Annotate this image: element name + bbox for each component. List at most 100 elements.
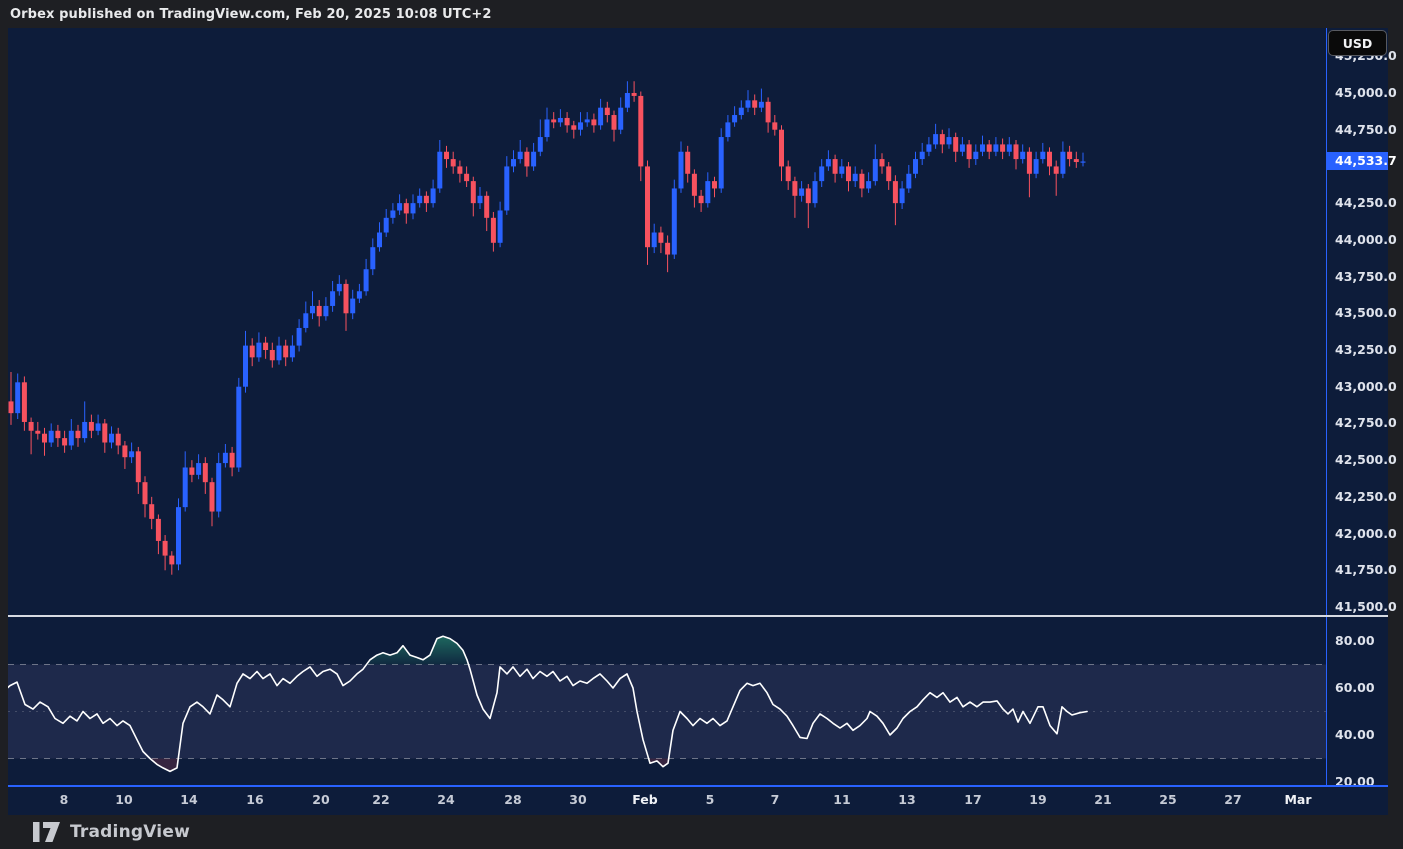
price-tick-label: 45,000.0 xyxy=(1335,85,1397,100)
chart-area[interactable]: 44,533.7 45,250.045,000.044,750.044,250.… xyxy=(8,28,1397,815)
candle xyxy=(973,151,979,160)
candle xyxy=(899,188,905,204)
candle xyxy=(658,232,664,243)
time-tick-label: 30 xyxy=(569,792,587,807)
price-tick-label: 42,750.0 xyxy=(1335,415,1397,431)
candle xyxy=(135,451,141,483)
candle xyxy=(129,451,135,458)
candle xyxy=(557,117,563,123)
candle xyxy=(825,159,831,167)
candle xyxy=(410,203,416,214)
candle xyxy=(236,386,242,468)
candle xyxy=(799,188,805,196)
time-axis-border xyxy=(8,785,1388,787)
candle xyxy=(263,342,269,350)
candle xyxy=(685,151,691,174)
candle xyxy=(216,463,222,512)
candle xyxy=(524,151,530,167)
tradingview-logo-icon[interactable] xyxy=(33,822,60,842)
candle xyxy=(511,159,516,167)
candle xyxy=(423,195,429,204)
pane-separator[interactable] xyxy=(8,615,1388,617)
price-tick-label: 43,250.0 xyxy=(1335,342,1397,357)
candle xyxy=(403,203,409,214)
candle xyxy=(490,217,496,243)
candle xyxy=(397,203,403,211)
candlestick-and-rsi-plot[interactable] xyxy=(8,28,1326,785)
candle xyxy=(638,95,644,167)
candle xyxy=(1047,151,1052,167)
candle xyxy=(584,119,590,123)
candle xyxy=(1026,151,1032,174)
time-tick-label: 8 xyxy=(59,792,69,807)
time-tick-label: 13 xyxy=(898,792,916,807)
candle xyxy=(155,518,161,541)
candle xyxy=(504,166,510,211)
candle xyxy=(229,452,235,468)
candle xyxy=(115,433,121,446)
candle xyxy=(256,342,262,358)
time-tick-label: 27 xyxy=(1224,792,1242,807)
candle xyxy=(785,166,791,182)
price-axis-border xyxy=(1326,28,1327,785)
candle xyxy=(62,438,68,446)
candle xyxy=(142,482,148,505)
tradingview-brand-text[interactable]: TradingView xyxy=(70,822,190,842)
candle xyxy=(1040,151,1046,160)
candle xyxy=(48,430,54,443)
candle xyxy=(35,430,41,434)
candle xyxy=(993,144,999,152)
attribution-text: Orbex published on TradingView.com, Feb … xyxy=(10,6,492,22)
candle xyxy=(28,421,34,431)
candle xyxy=(95,423,101,431)
candle xyxy=(604,107,610,116)
candle xyxy=(350,298,356,314)
candle xyxy=(196,463,202,475)
candle xyxy=(906,173,912,189)
price-axis[interactable]: 44,533.7 45,250.045,000.044,750.044,250.… xyxy=(1326,28,1397,789)
candle xyxy=(919,151,925,160)
candle xyxy=(1073,159,1079,163)
candle xyxy=(886,166,892,182)
rsi-tick-label: 40.00 xyxy=(1335,727,1375,742)
time-tick-label: 10 xyxy=(115,792,133,807)
candle xyxy=(269,350,275,361)
candle xyxy=(812,181,818,204)
candle xyxy=(330,291,336,306)
candle xyxy=(149,504,155,519)
candle xyxy=(866,181,872,189)
rsi-tick-label: 60.00 xyxy=(1335,680,1375,695)
currency-toggle-button[interactable]: USD xyxy=(1328,30,1387,56)
time-axis[interactable]: 8 10 14 16 20 22 24 28 30 Feb 5 7 11 13 17 19 21 25 27 Mar xyxy=(8,787,1388,815)
candle xyxy=(792,181,798,196)
candle xyxy=(450,159,456,167)
candle xyxy=(671,188,677,255)
price-tick-label: 44,250.0 xyxy=(1335,195,1397,211)
candle xyxy=(15,382,21,414)
candle xyxy=(772,122,778,130)
candle xyxy=(189,467,195,475)
candle xyxy=(1006,144,1012,152)
time-tick-label: 24 xyxy=(437,792,455,807)
rsi-line xyxy=(8,635,1088,773)
candle xyxy=(417,195,423,204)
candle xyxy=(725,122,731,138)
candle xyxy=(1000,144,1006,152)
price-tick-label: 43,500.0 xyxy=(1335,305,1397,321)
candle xyxy=(819,166,825,182)
candle xyxy=(1020,151,1026,160)
candle xyxy=(986,144,992,152)
candle xyxy=(765,101,771,123)
time-tick-label: 20 xyxy=(312,792,330,807)
time-tick-label: 22 xyxy=(372,792,390,807)
candle xyxy=(926,144,932,152)
candle xyxy=(933,134,939,145)
candle xyxy=(537,137,543,152)
candle xyxy=(169,555,175,565)
candle xyxy=(289,345,295,358)
candle xyxy=(464,173,470,182)
candle xyxy=(444,151,449,160)
candle xyxy=(310,305,315,314)
candle xyxy=(457,166,463,174)
time-tick-label: 17 xyxy=(964,792,982,807)
